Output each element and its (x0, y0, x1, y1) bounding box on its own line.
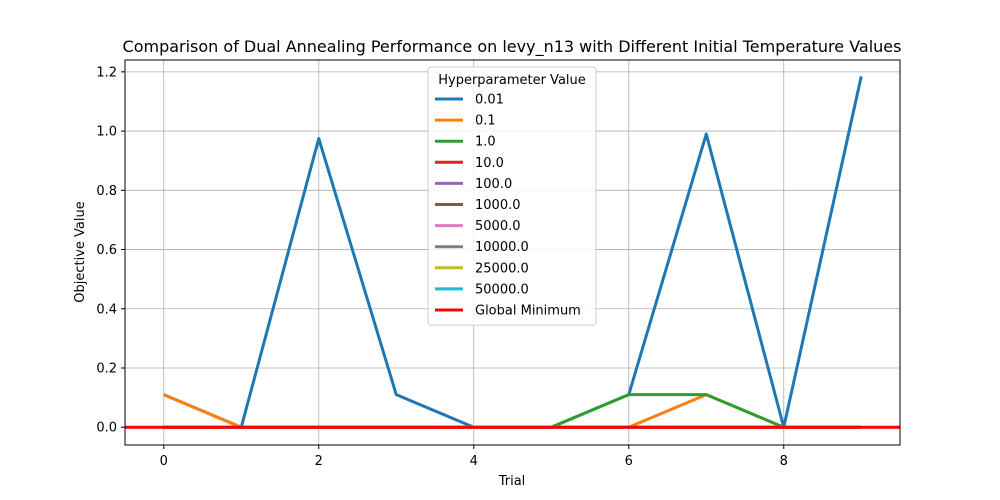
ticks: 0 2 4 6 8 0.0 0.2 0.4 0.6 0.8 1.0 1.2 (96, 65, 788, 469)
y-tick-label: 1.0 (96, 125, 117, 140)
x-axis-label: Trial (498, 474, 526, 489)
x-tick-label: 2 (315, 454, 323, 469)
y-tick-label: 0.8 (96, 184, 117, 199)
y-tick-label: 0.0 (96, 421, 117, 436)
legend-entry-label: 50000.0 (475, 282, 529, 297)
series-line-0.1 (163, 393, 862, 429)
legend-entry-label: Global Minimum (475, 304, 581, 319)
x-tick-label: 0 (160, 454, 168, 469)
series-layer (125, 75, 900, 429)
y-tick-label: 0.6 (96, 243, 117, 258)
chart-title: Comparison of Dual Annealing Performance… (123, 37, 902, 57)
y-tick-label: 1.2 (96, 65, 117, 80)
series-line-1.0 (163, 393, 862, 429)
y-tick-label: 0.4 (96, 302, 117, 317)
legend-entry-label: 100.0 (475, 177, 512, 192)
legend: Hyperparameter Value 0.01 0.1 1.0 10.0 100.0 1… (427, 66, 597, 326)
legend-entry-label: 5000.0 (475, 219, 521, 234)
legend-entry-label: 1.0 (475, 135, 496, 150)
legend-title: Hyperparameter Value (438, 73, 586, 88)
legend-entry-label: 0.1 (475, 114, 496, 129)
x-tick-label: 8 (780, 454, 788, 469)
legend-entry-label: 1000.0 (475, 198, 521, 213)
legend-entry-label: 0.01 (475, 93, 504, 108)
legend-entry-label: 25000.0 (475, 261, 529, 276)
y-tick-label: 0.2 (96, 362, 117, 377)
legend-entry-label: 10.0 (475, 156, 504, 171)
legend-box (427, 66, 597, 326)
legend-entry-label: 10000.0 (475, 240, 529, 255)
y-axis-label: Objective Value (73, 201, 88, 302)
x-tick-label: 6 (625, 454, 633, 469)
plot-frame (124, 59, 901, 446)
x-tick-label: 4 (470, 454, 478, 469)
